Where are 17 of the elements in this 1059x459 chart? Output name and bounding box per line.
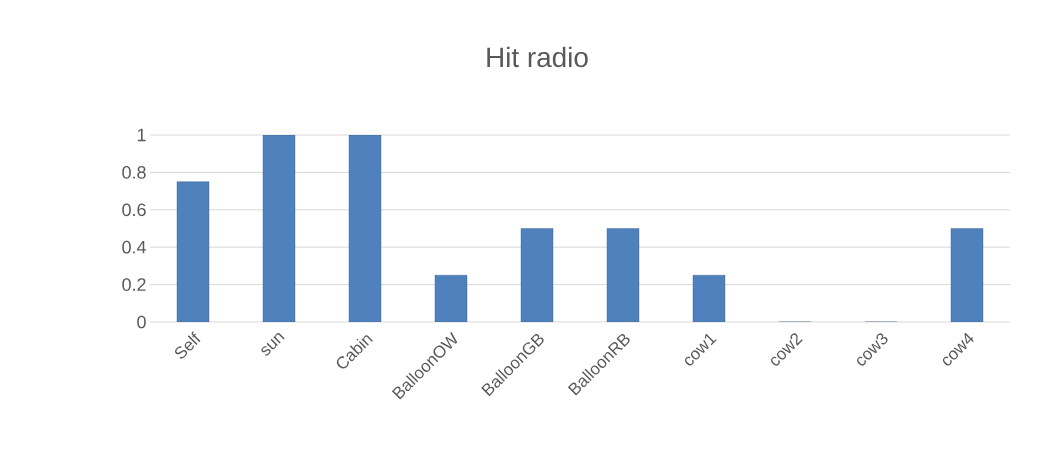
bar <box>434 275 468 322</box>
bar <box>950 228 984 322</box>
x-tick-label: sun <box>261 333 285 356</box>
bar <box>606 228 640 322</box>
bar <box>262 134 296 322</box>
bar <box>692 275 726 322</box>
x-tick-label: Self <box>174 331 201 359</box>
bar <box>348 134 382 322</box>
y-tick-label: 0.8 <box>122 166 146 179</box>
y-tick-label: 0.2 <box>122 278 146 291</box>
y-tick-label: 0.4 <box>122 240 146 254</box>
y-tick-label: 0.6 <box>122 203 146 217</box>
chart-title: Hit radio <box>487 46 588 68</box>
bar <box>520 228 554 322</box>
y-tick-label: 1 <box>137 128 146 142</box>
y-tick-label: 0 <box>137 315 146 329</box>
bar <box>176 181 210 322</box>
